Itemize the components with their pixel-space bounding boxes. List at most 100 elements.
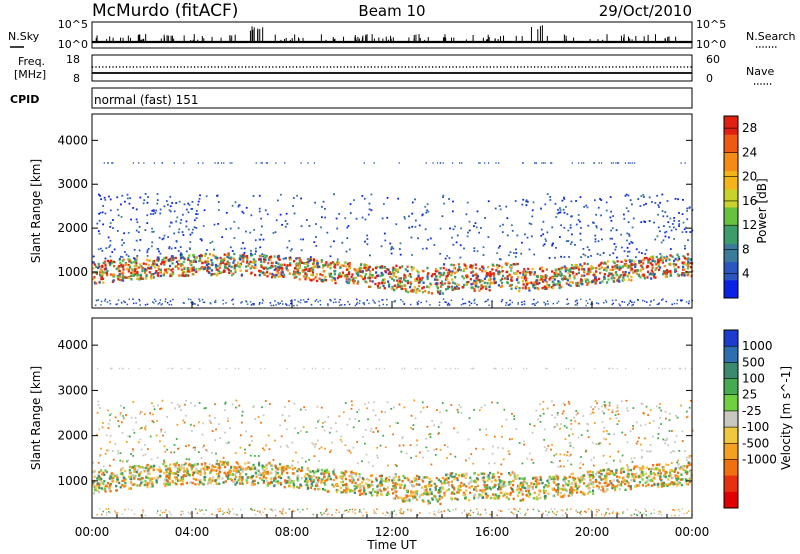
echo-cell [435,282,439,285]
echo-cell [478,267,482,271]
echo-cell [436,286,440,289]
echo-cell [504,262,507,265]
echo-cell [492,493,495,496]
echo-cell [400,496,403,499]
echo-cell [159,468,162,471]
echo-cell [448,285,451,289]
echo-cell [614,414,617,417]
echo-cell [304,301,307,303]
echo-cell [647,261,650,264]
echo-cell [352,280,355,283]
echo-cell [275,304,277,306]
echo-cell [193,256,195,258]
echo-cell [587,270,590,273]
echo-cell [650,472,653,475]
echo-cell [668,474,671,478]
echo-cell [275,261,278,265]
echo-cell [576,487,579,490]
echo-cell [339,266,342,269]
echo-cell [294,270,298,274]
echo-cell [558,460,561,462]
echo-cell [395,286,398,290]
echo-cell [625,193,628,196]
echo-cell [411,290,414,293]
echo-cell [519,499,522,502]
echo-cell [600,266,603,269]
echo-cell [678,257,681,260]
echo-cell [665,269,669,272]
echo-cell [395,495,398,498]
echo-cell [509,274,512,278]
echo-cell [200,266,203,269]
echo-cell [565,266,568,270]
echo-cell [356,298,358,301]
echo-cell [394,299,396,302]
echo-cell [179,465,182,469]
echo-cell [123,300,125,302]
echo-cell [167,259,171,262]
echo-cell [662,465,665,469]
echo-cell [603,474,607,478]
echo-cell [380,274,384,277]
echo-cell [451,278,454,281]
echo-cell [234,483,237,486]
echo-cell [553,426,555,429]
echo-cell [590,459,593,461]
echo-cell [622,271,625,274]
echo-cell [654,238,657,241]
echo-cell [616,260,619,263]
echo-cell [564,477,568,480]
echo-cell [155,481,158,484]
echo-cell [439,490,442,493]
echo-cell [688,477,692,480]
echo-cell [311,470,315,473]
echo-cell [586,422,589,425]
echo-cell [481,286,484,289]
echo-cell [109,434,112,437]
echo-cell [222,299,224,302]
echo-cell [364,403,367,406]
echo-cell [671,476,674,480]
echo-cell [439,411,441,414]
echo-cell [178,405,181,407]
echo-cell [447,268,451,272]
echo-cell [484,484,487,487]
echo-cell [568,277,571,280]
echo-cell [293,276,296,279]
echo-cell [678,212,680,214]
echo-cell [130,278,133,281]
echo-cell [535,476,538,480]
echo-cell [227,477,230,480]
echo-cell [545,280,548,284]
echo-cell [262,475,265,479]
echo-cell [524,276,527,279]
echo-cell [279,263,283,267]
echo-cell [683,274,686,277]
echo-cell [186,473,190,477]
echo-cell [384,239,387,242]
echo-cell [315,476,318,479]
echo-cell [526,457,529,460]
echo-cell [117,214,120,217]
echo-cell [119,275,122,278]
echo-cell [572,478,575,482]
echo-cell [542,220,545,223]
echo-cell [398,277,401,280]
echo-cell [523,272,527,275]
echo-cell [125,441,128,443]
echo-cell [689,470,692,474]
echo-cell [663,271,666,275]
echo-cell [316,439,319,442]
echo-cell [237,465,241,469]
echo-cell [404,276,407,279]
echo-cell [476,484,479,488]
echo-cell [662,483,665,487]
echo-cell [669,248,672,250]
echo-cell [105,484,108,488]
echo-cell [237,227,240,230]
echo-cell [604,267,607,270]
echo-cell [265,254,268,258]
echo-cell [278,258,281,261]
echo-cell [620,233,623,236]
